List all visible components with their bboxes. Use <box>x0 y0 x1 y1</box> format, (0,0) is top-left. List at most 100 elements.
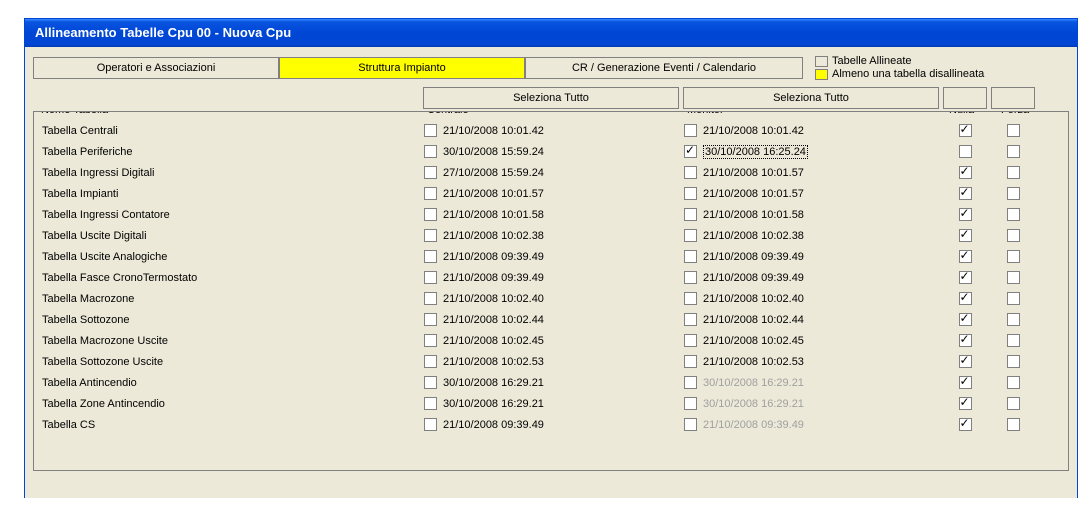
forza-checkbox[interactable] <box>1007 376 1020 389</box>
centrale-checkbox[interactable] <box>424 250 437 263</box>
monitor-checkbox[interactable] <box>684 292 697 305</box>
nulla-checkbox[interactable] <box>959 313 972 326</box>
forza-header-button[interactable] <box>991 87 1035 109</box>
monitor-checkbox[interactable] <box>684 334 697 347</box>
centrale-timestamp: 21/10/2008 10:02.38 <box>443 230 544 242</box>
monitor-checkbox[interactable] <box>684 145 697 158</box>
group-label-nulla: Nulla <box>946 111 977 116</box>
row-nulla-cell <box>944 187 992 200</box>
monitor-checkbox[interactable] <box>684 418 697 431</box>
nulla-checkbox[interactable] <box>959 397 972 410</box>
centrale-checkbox[interactable] <box>424 355 437 368</box>
centrale-checkbox[interactable] <box>424 145 437 158</box>
monitor-checkbox[interactable] <box>684 397 697 410</box>
centrale-timestamp: 21/10/2008 10:01.57 <box>443 188 544 200</box>
table-row: Tabella Uscite Digitali21/10/2008 10:02.… <box>34 225 1068 246</box>
table-row: Tabella Periferiche30/10/2008 15:59.2430… <box>34 141 1068 162</box>
forza-checkbox[interactable] <box>1007 208 1020 221</box>
nulla-checkbox[interactable] <box>959 229 972 242</box>
monitor-checkbox[interactable] <box>684 376 697 389</box>
centrale-checkbox[interactable] <box>424 187 437 200</box>
tab-cr[interactable]: CR / Generazione Eventi / Calendario <box>525 57 803 79</box>
table-row: Tabella Impianti21/10/2008 10:01.5721/10… <box>34 183 1068 204</box>
forza-checkbox[interactable] <box>1007 166 1020 179</box>
centrale-timestamp: 21/10/2008 10:02.44 <box>443 314 544 326</box>
centrale-timestamp: 21/10/2008 10:02.40 <box>443 293 544 305</box>
row-monitor-cell: 21/10/2008 10:01.58 <box>684 208 944 221</box>
forza-checkbox[interactable] <box>1007 187 1020 200</box>
nulla-checkbox[interactable] <box>959 187 972 200</box>
monitor-timestamp: 21/10/2008 10:01.42 <box>703 125 804 137</box>
forza-checkbox[interactable] <box>1007 292 1020 305</box>
forza-checkbox[interactable] <box>1007 313 1020 326</box>
row-centrale-cell: 30/10/2008 15:59.24 <box>424 145 684 158</box>
centrale-checkbox[interactable] <box>424 271 437 284</box>
row-monitor-cell: 21/10/2008 10:02.44 <box>684 313 944 326</box>
row-name: Tabella Sottozone <box>42 314 424 326</box>
forza-checkbox[interactable] <box>1007 355 1020 368</box>
nulla-checkbox[interactable] <box>959 124 972 137</box>
centrale-checkbox[interactable] <box>424 124 437 137</box>
forza-checkbox[interactable] <box>1007 271 1020 284</box>
nulla-checkbox[interactable] <box>959 145 972 158</box>
forza-checkbox[interactable] <box>1007 334 1020 347</box>
centrale-timestamp: 21/10/2008 09:39.49 <box>443 251 544 263</box>
row-centrale-cell: 21/10/2008 10:02.44 <box>424 313 684 326</box>
centrale-checkbox[interactable] <box>424 376 437 389</box>
nulla-checkbox[interactable] <box>959 334 972 347</box>
forza-checkbox[interactable] <box>1007 145 1020 158</box>
select-all-monitor-button[interactable]: Seleziona Tutto <box>683 87 939 109</box>
row-name: Tabella Zone Antincendio <box>42 398 424 410</box>
nulla-checkbox[interactable] <box>959 166 972 179</box>
nulla-checkbox[interactable] <box>959 292 972 305</box>
monitor-checkbox[interactable] <box>684 187 697 200</box>
nulla-checkbox[interactable] <box>959 250 972 263</box>
centrale-checkbox[interactable] <box>424 208 437 221</box>
centrale-checkbox[interactable] <box>424 397 437 410</box>
nulla-header-button[interactable] <box>943 87 987 109</box>
monitor-checkbox[interactable] <box>684 250 697 263</box>
select-all-centrale-button[interactable]: Seleziona Tutto <box>423 87 679 109</box>
row-centrale-cell: 27/10/2008 15:59.24 <box>424 166 684 179</box>
row-monitor-cell: 30/10/2008 16:29.21 <box>684 397 944 410</box>
monitor-checkbox[interactable] <box>684 124 697 137</box>
row-forza-cell <box>992 187 1040 200</box>
monitor-checkbox[interactable] <box>684 229 697 242</box>
table-row: Tabella Ingressi Digitali27/10/2008 15:5… <box>34 162 1068 183</box>
forza-checkbox[interactable] <box>1007 229 1020 242</box>
centrale-timestamp: 21/10/2008 09:39.49 <box>443 272 544 284</box>
row-centrale-cell: 21/10/2008 09:39.49 <box>424 418 684 431</box>
centrale-checkbox[interactable] <box>424 418 437 431</box>
nulla-checkbox[interactable] <box>959 418 972 431</box>
row-forza-cell <box>992 208 1040 221</box>
row-monitor-cell: 21/10/2008 10:02.53 <box>684 355 944 368</box>
legend-aligned: Tabelle Allineate <box>815 55 984 68</box>
row-centrale-cell: 30/10/2008 16:29.21 <box>424 376 684 389</box>
monitor-checkbox[interactable] <box>684 355 697 368</box>
legend-swatch-misaligned <box>815 69 828 80</box>
centrale-checkbox[interactable] <box>424 292 437 305</box>
forza-checkbox[interactable] <box>1007 124 1020 137</box>
nulla-checkbox[interactable] <box>959 271 972 284</box>
nulla-checkbox[interactable] <box>959 355 972 368</box>
centrale-checkbox[interactable] <box>424 166 437 179</box>
monitor-checkbox[interactable] <box>684 313 697 326</box>
tab-operatori[interactable]: Operatori e Associazioni <box>33 57 279 79</box>
centrale-timestamp: 30/10/2008 16:29.21 <box>443 398 544 410</box>
monitor-checkbox[interactable] <box>684 208 697 221</box>
centrale-checkbox[interactable] <box>424 313 437 326</box>
row-forza-cell <box>992 376 1040 389</box>
rows-container: Tabella Centrali21/10/2008 10:01.4221/10… <box>34 120 1068 435</box>
nulla-checkbox[interactable] <box>959 208 972 221</box>
nulla-checkbox[interactable] <box>959 376 972 389</box>
centrale-checkbox[interactable] <box>424 229 437 242</box>
table-row: Tabella Macrozone21/10/2008 10:02.4021/1… <box>34 288 1068 309</box>
centrale-checkbox[interactable] <box>424 334 437 347</box>
forza-checkbox[interactable] <box>1007 397 1020 410</box>
monitor-checkbox[interactable] <box>684 271 697 284</box>
forza-checkbox[interactable] <box>1007 250 1020 263</box>
tab-struttura[interactable]: Struttura Impianto <box>279 57 525 79</box>
monitor-checkbox[interactable] <box>684 166 697 179</box>
row-centrale-cell: 21/10/2008 10:02.53 <box>424 355 684 368</box>
forza-checkbox[interactable] <box>1007 418 1020 431</box>
